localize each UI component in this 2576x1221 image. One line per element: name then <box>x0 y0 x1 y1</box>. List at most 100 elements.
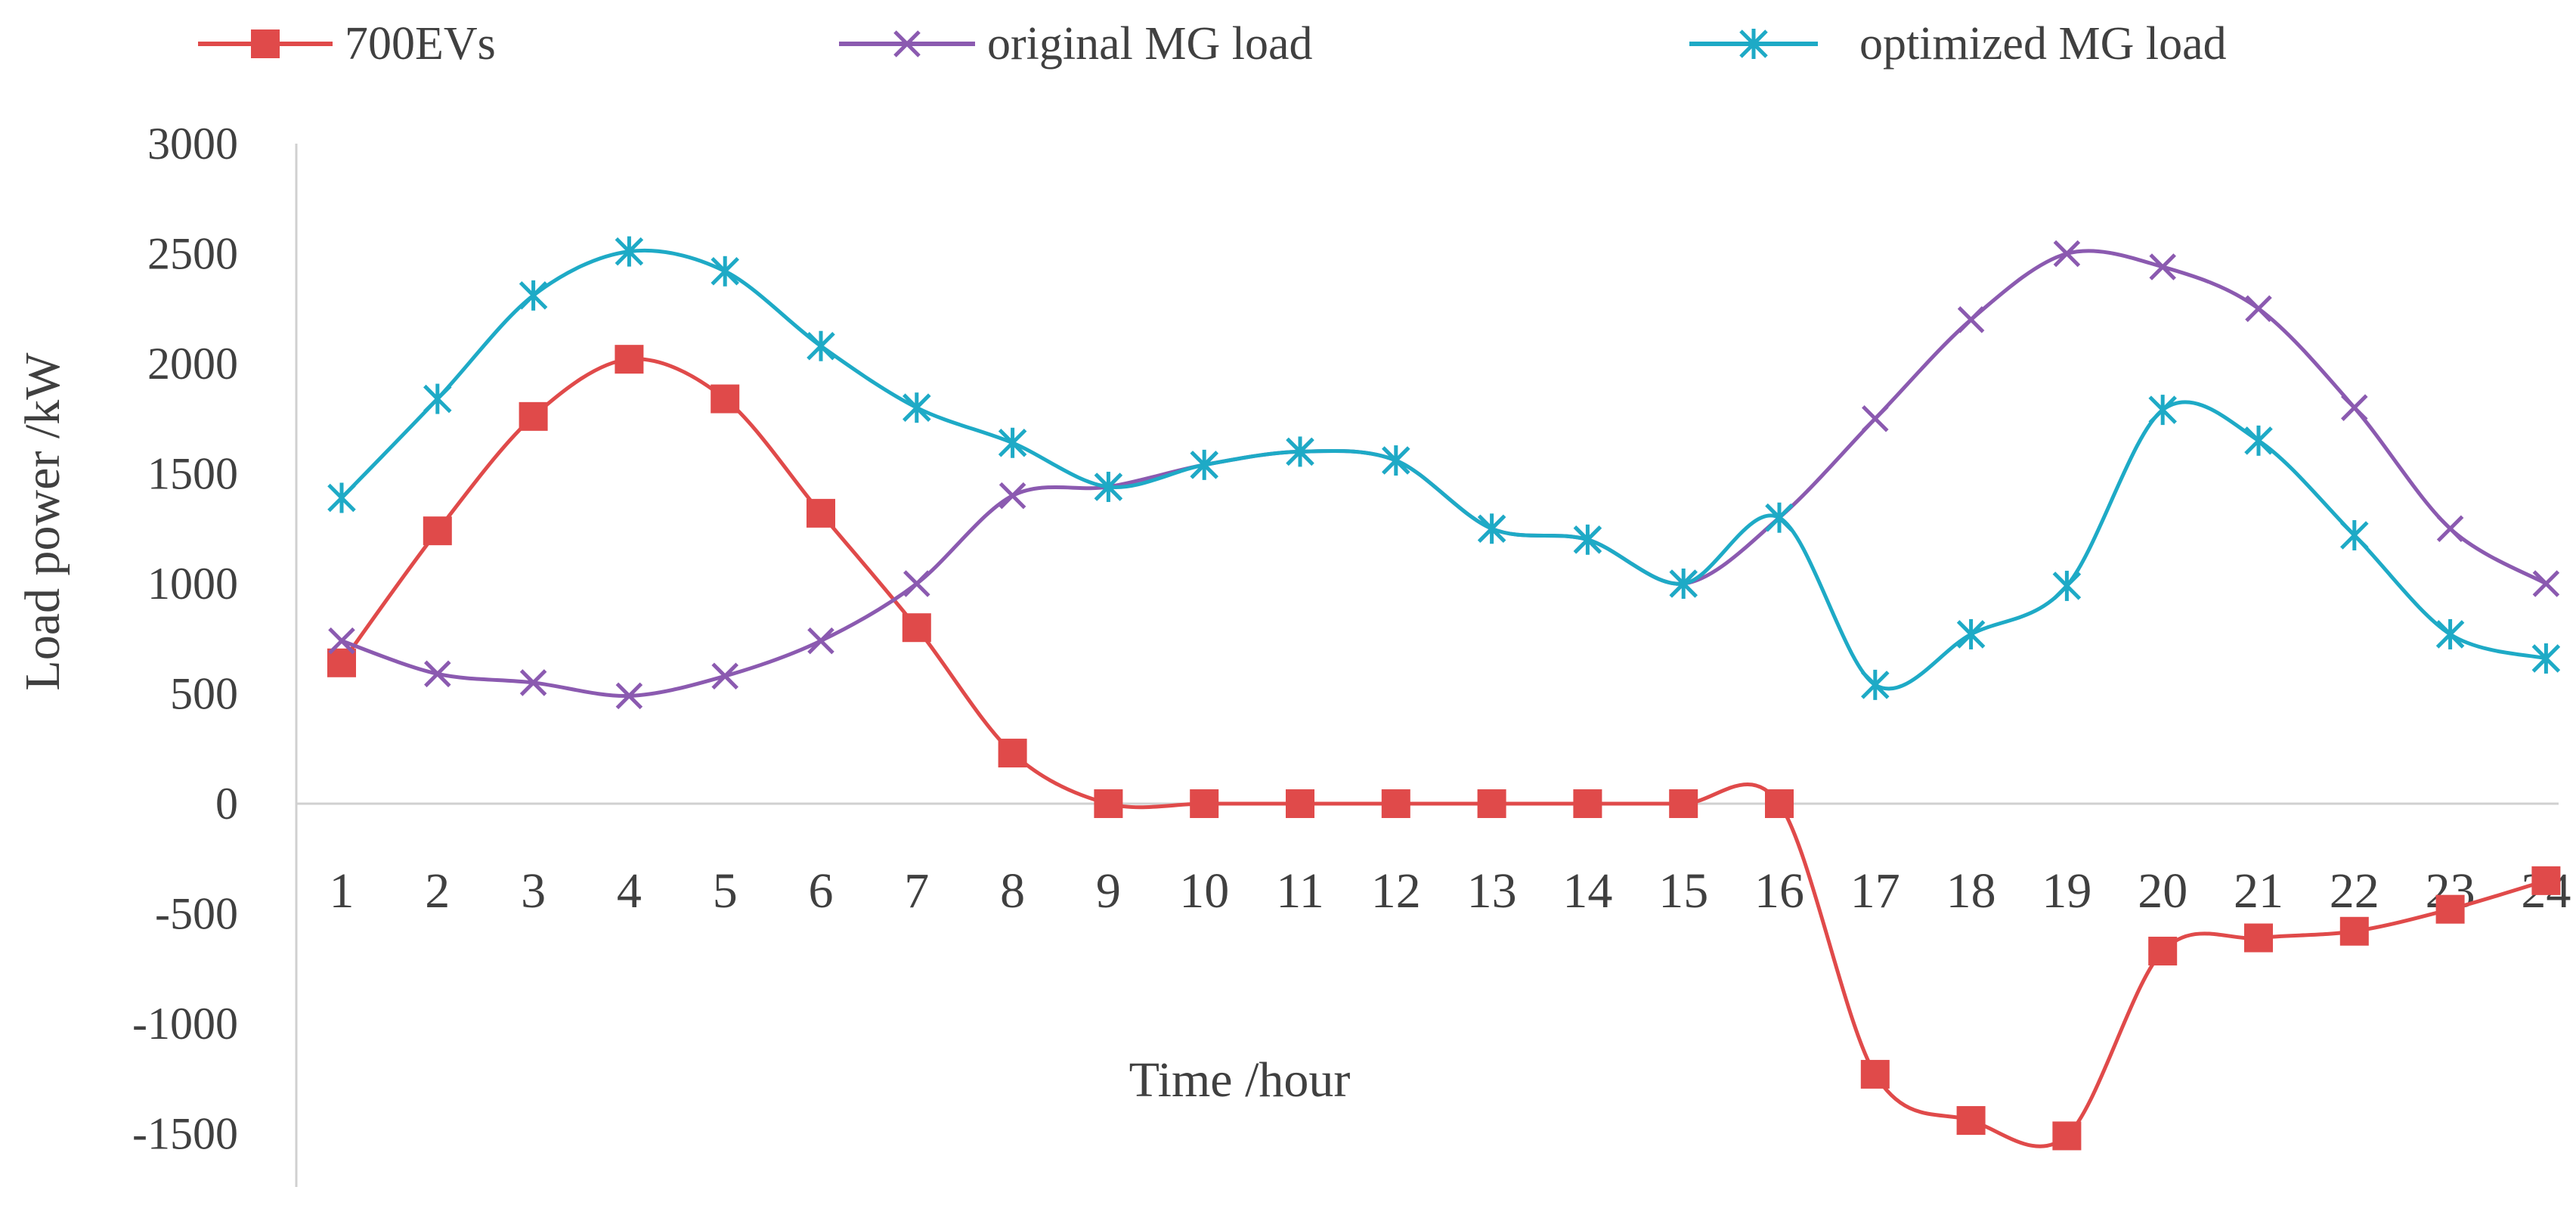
data-point-square <box>1286 789 1314 818</box>
x-tick-label: 7 <box>904 863 929 919</box>
data-point-square <box>2244 923 2273 953</box>
data-point-square <box>1190 789 1219 818</box>
x-tick-label: 2 <box>425 863 450 919</box>
data-point-square <box>2148 936 2178 965</box>
x-tick-label: 19 <box>2042 863 2091 919</box>
x-tick-label: 22 <box>2330 863 2379 919</box>
y-tick-label: 2500 <box>147 229 238 279</box>
series-line <box>339 357 2547 1148</box>
data-point-square <box>1956 1106 1986 1136</box>
data-point-asterisk <box>2435 618 2465 649</box>
x-tick-label: 16 <box>1754 863 1804 919</box>
legend-item: optimized MG load <box>1689 18 2227 70</box>
data-point-asterisk <box>1739 29 1768 59</box>
legend-item: 700EVs <box>198 18 496 70</box>
data-point-x <box>1957 306 1985 333</box>
data-point-x <box>2436 515 2464 543</box>
x-tick-label: 3 <box>521 863 546 919</box>
data-point-square <box>711 384 740 414</box>
series-700evs <box>327 345 2561 1151</box>
data-point-asterisk <box>2340 519 2369 550</box>
data-point-asterisk <box>711 256 739 287</box>
data-point-square <box>2531 866 2561 895</box>
data-point-square <box>1477 789 1506 818</box>
x-tick-label: 4 <box>617 863 642 919</box>
data-point-square <box>998 739 1027 768</box>
series-layer <box>327 236 2561 1151</box>
data-point-x <box>2341 394 2368 421</box>
data-point-asterisk <box>423 383 452 414</box>
y-tick-label: 1000 <box>147 559 238 609</box>
x-tick-label: 20 <box>2138 863 2187 919</box>
legend-item: original MG load <box>839 18 1313 70</box>
y-tick-label: 2000 <box>147 339 238 389</box>
data-point-square <box>615 345 644 374</box>
x-tick-label: 18 <box>1946 863 1996 919</box>
y-tick-label: 500 <box>170 669 238 719</box>
legend-label: original MG load <box>987 18 1313 70</box>
data-point-x <box>424 660 451 688</box>
y-tick-label: 1500 <box>147 449 238 499</box>
x-tick-label: 13 <box>1467 863 1517 919</box>
data-point-square <box>2052 1121 2082 1151</box>
x-tick-label: 12 <box>1371 863 1421 919</box>
data-point-square <box>251 29 280 58</box>
data-point-square <box>1094 789 1123 818</box>
x-tick-label: 10 <box>1179 863 1229 919</box>
data-point-asterisk <box>1477 513 1506 544</box>
data-point-square <box>1765 789 1794 818</box>
data-point-asterisk <box>615 236 644 267</box>
data-point-x <box>2245 295 2272 323</box>
data-point-x <box>2053 240 2081 268</box>
x-tick-label: 15 <box>1658 863 1708 919</box>
data-point-x <box>999 482 1026 510</box>
data-point-asterisk <box>1765 502 1794 533</box>
legend-label: optimized MG load <box>1859 18 2227 70</box>
x-tick-label: 5 <box>713 863 738 919</box>
data-point-asterisk <box>1861 669 1890 700</box>
data-point-asterisk <box>519 280 548 311</box>
data-point-square <box>327 648 356 677</box>
data-point-square <box>1669 789 1698 818</box>
data-point-x <box>1862 404 1889 432</box>
y-tick-label: 0 <box>215 779 238 829</box>
x-tick-label: 17 <box>1850 863 1900 919</box>
y-tick-label: -1500 <box>132 1109 238 1159</box>
data-point-asterisk <box>2531 643 2561 674</box>
y-tick-label: 3000 <box>147 119 238 169</box>
data-point-square <box>423 516 452 546</box>
data-point-asterisk <box>1094 471 1123 502</box>
y-tick-label: -500 <box>155 889 238 939</box>
y-tick-label: -1000 <box>132 999 238 1049</box>
x-axis-title: Time /hour <box>1129 1052 1351 1108</box>
data-point-square <box>1860 1059 1890 1089</box>
data-point-asterisk <box>998 427 1027 458</box>
data-point-x <box>519 669 547 696</box>
series-original-mg-load <box>328 240 2560 710</box>
data-point-square <box>519 401 548 431</box>
series-optimized-mg-load <box>327 236 2561 700</box>
x-tick-label: 1 <box>330 863 355 919</box>
data-point-x <box>2149 253 2176 280</box>
data-point-square <box>807 498 835 528</box>
data-point-asterisk <box>1956 618 1986 649</box>
data-point-asterisk <box>903 392 931 423</box>
data-point-square <box>902 613 931 643</box>
data-point-asterisk <box>1669 569 1698 599</box>
x-tick-label: 9 <box>1096 863 1121 919</box>
data-point-asterisk <box>2148 395 2177 426</box>
data-point-square <box>1573 789 1602 818</box>
x-tick-label: 8 <box>1000 863 1025 919</box>
x-tick-label: 14 <box>1562 863 1612 919</box>
data-point-asterisk <box>1286 436 1314 467</box>
x-axis-ticks: 123456789101112131415161718192021222324 <box>330 863 2571 919</box>
data-point-asterisk <box>1382 445 1410 476</box>
data-point-x <box>328 627 355 655</box>
y-axis-title: Load power /kW <box>15 352 70 691</box>
data-point-x <box>893 30 921 57</box>
series-line <box>341 249 2547 698</box>
data-point-square <box>2435 894 2465 924</box>
data-point-square <box>2339 916 2369 946</box>
x-tick-label: 6 <box>809 863 834 919</box>
